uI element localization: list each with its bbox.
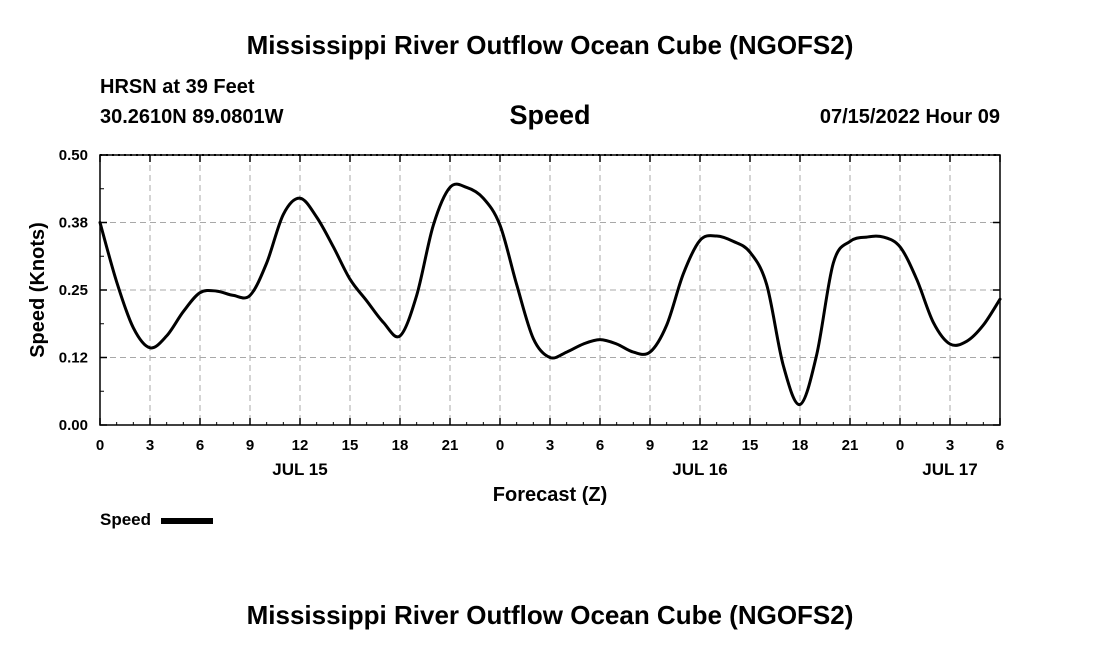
x-tick-label: 18 (392, 437, 409, 454)
day-label: JUL 15 (272, 460, 327, 479)
x-tick-label: 15 (342, 437, 359, 454)
x-tick-label: 12 (692, 437, 709, 454)
speed-series-line (98, 182, 1002, 406)
y-tick-label: 0.38 (59, 215, 88, 232)
x-tick-label: 18 (792, 437, 809, 454)
y-axis-title: Speed (Knots) (27, 222, 49, 358)
x-tick-label: 6 (996, 437, 1004, 454)
x-tick-label: 9 (646, 437, 654, 454)
y-tick-label: 0.25 (59, 282, 88, 299)
y-tick-label: 0.00 (59, 417, 88, 434)
x-tick-label: 6 (596, 437, 604, 454)
legend-label: Speed (100, 510, 152, 529)
grid (100, 154, 1000, 425)
axis-labels: 0 3 6 9 12 15 18 21 0 3 6 9 12 15 18 21 0 3 6 0.00 0.12 0.25 0… (27, 147, 1004, 506)
station-label: HRSN at 39 Feet (100, 76, 255, 98)
legend-swatch (161, 518, 213, 524)
x-tick-label: 0 (496, 437, 504, 454)
series-layer (98, 182, 1002, 406)
day-label: JUL 17 (922, 460, 977, 479)
station-coordinates: 30.2610N 89.0801W (100, 106, 284, 128)
x-axis-title: Forecast (Z) (493, 484, 607, 506)
x-tick-label: 9 (246, 437, 254, 454)
x-tick-label: 6 (196, 437, 204, 454)
forecast-datetime: 07/15/2022 Hour 09 (819, 106, 1000, 128)
x-tick-label: 21 (442, 437, 459, 454)
x-tick-label: 3 (546, 437, 554, 454)
day-label: JUL 16 (672, 460, 727, 479)
plot-frame (99, 154, 1001, 426)
chart-repeat-title: Mississippi River Outflow Ocean Cube (NG… (246, 600, 854, 630)
y-tick-label: 0.50 (59, 147, 88, 164)
y-tick-label: 0.12 (59, 350, 88, 367)
x-tick-label: 12 (292, 437, 309, 454)
x-tick-label: 3 (946, 437, 954, 454)
x-tick-label: 21 (842, 437, 859, 454)
chart-main-title: Mississippi River Outflow Ocean Cube (NG… (246, 30, 854, 60)
x-tick-label: 0 (896, 437, 904, 454)
variable-title: Speed (509, 100, 591, 130)
x-tick-label: 0 (96, 437, 104, 454)
x-tick-label: 3 (146, 437, 154, 454)
x-tick-label: 15 (742, 437, 759, 454)
